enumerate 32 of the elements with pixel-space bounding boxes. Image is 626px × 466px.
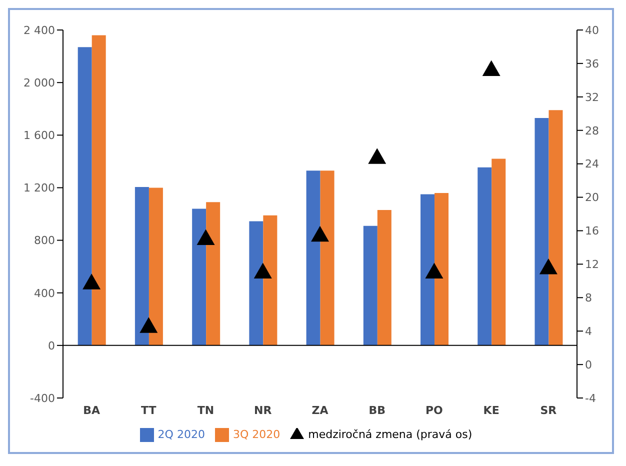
y-tick-label: 800 — [34, 234, 55, 248]
y2-tick-label: 36 — [585, 57, 599, 70]
y-tick-label: 1 200 — [24, 182, 55, 195]
y2-tick-label: 40 — [585, 24, 599, 37]
y-tick-label: 2 000 — [24, 76, 55, 90]
y-tick-label: 2 400 — [24, 24, 55, 37]
y2-tick-label: -4 — [585, 392, 596, 405]
y2-tick-label: 0 — [585, 358, 592, 372]
y2-tick-label: 32 — [585, 90, 599, 104]
x-tick-label: SR — [540, 404, 558, 417]
y-tick-label: 0 — [48, 339, 55, 352]
x-tick-label: PO — [426, 404, 443, 417]
y2-tick-label: 16 — [585, 224, 599, 238]
x-tick-label: ZA — [312, 404, 329, 417]
y-tick-label: 400 — [34, 286, 55, 300]
x-tick-label: BB — [368, 404, 386, 417]
y2-tick-label: 24 — [585, 158, 599, 171]
x-tick-label: BA — [83, 404, 100, 417]
legend-label: 2Q 2020 — [158, 428, 205, 442]
x-tick-label: KE — [483, 404, 500, 417]
legend-label: 3Q 2020 — [232, 428, 280, 442]
y2-tick-label: 8 — [585, 292, 592, 305]
y-tick-label: 1 600 — [24, 129, 55, 142]
y2-tick-label: 4 — [585, 324, 592, 338]
x-tick-label: NR — [254, 404, 272, 417]
y2-tick-label: 28 — [585, 124, 599, 138]
x-tick-label: TN — [197, 404, 214, 417]
y2-tick-label: 12 — [585, 258, 599, 272]
y2-tick-label: 20 — [585, 191, 599, 204]
x-tick-label: TT — [141, 404, 157, 417]
y-tick-label: -400 — [30, 392, 55, 405]
legend-label: medziročná zmena (pravá os) — [308, 428, 472, 442]
